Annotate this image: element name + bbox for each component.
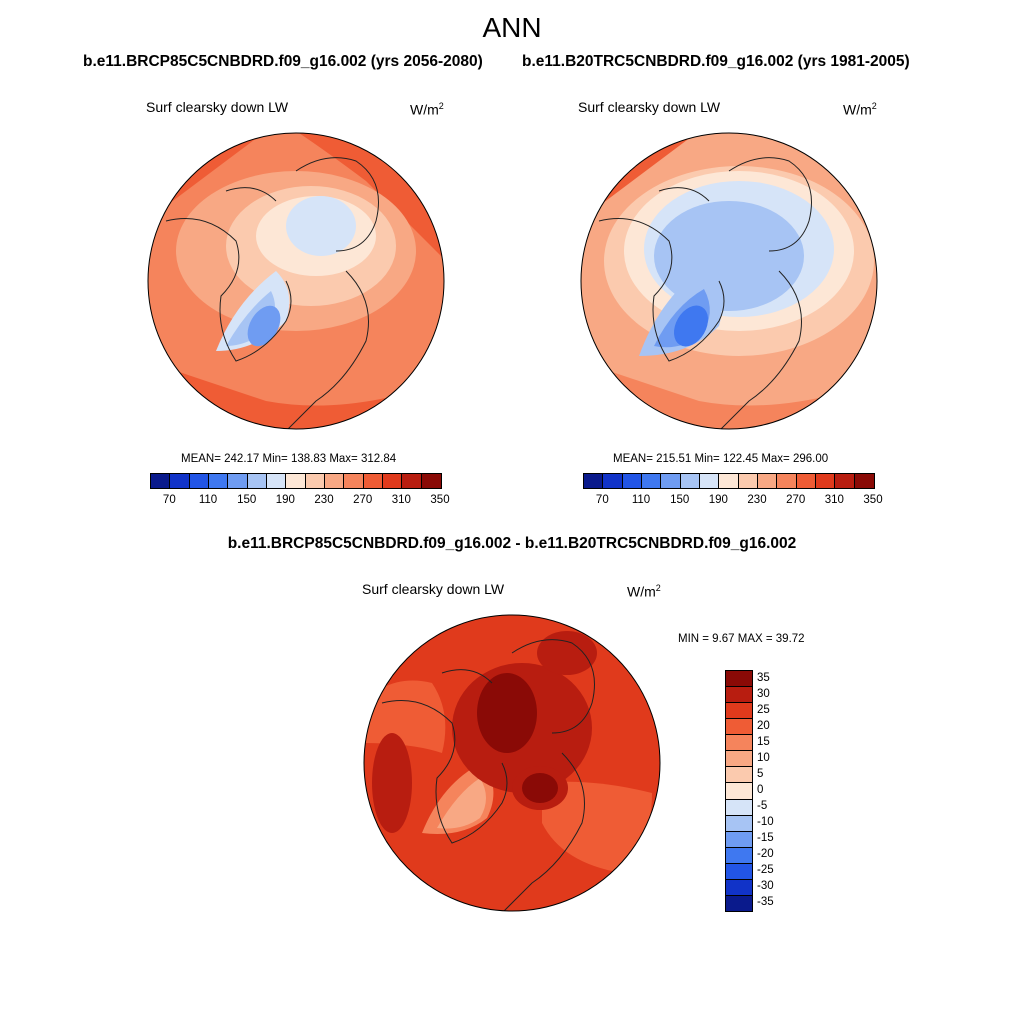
colorbar-tick-label: 270 (353, 494, 373, 506)
diff-panel-title: b.e11.BRCP85C5CNBDRD.f09_g16.002 - b.e11… (227, 535, 797, 552)
colorbar-tick-label: 5 (757, 768, 764, 780)
colorbar-swatch (622, 474, 642, 488)
colorbar-tick-label: 190 (275, 494, 295, 506)
colorbar-swatch (641, 474, 662, 488)
colorbar-swatch (726, 703, 752, 720)
colorbar-tick-label: -20 (757, 848, 774, 860)
colorbar-swatch (726, 831, 752, 848)
panel-a-variable-label: Surf clearsky down LW (146, 99, 289, 115)
colorbar-swatch (151, 474, 171, 488)
panel-b-colorbar (583, 473, 875, 489)
colorbar-swatch (726, 751, 752, 768)
diff-stats: MIN = 9.67 MAX = 39.72 (678, 633, 805, 645)
colorbar-swatch (699, 474, 720, 488)
panel-a-case-title: b.e11.BRCP85C5CNBDRD.f09_g16.002 (yrs 20… (83, 53, 483, 70)
diff-variable-label: Surf clearsky down LW (362, 581, 505, 597)
colorbar-swatch (189, 474, 209, 488)
panel-b-case-title: b.e11.B20TRC5CNBDRD.f09_g16.002 (yrs 198… (522, 53, 910, 70)
colorbar-swatch (726, 895, 752, 911)
colorbar-tick-label: 230 (314, 494, 334, 506)
colorbar-swatch (305, 474, 325, 488)
panel-b-polar-map (580, 132, 878, 430)
colorbar-tick-label: 350 (863, 494, 883, 506)
colorbar-swatch (363, 474, 383, 488)
panel-a-polar-map (147, 132, 445, 430)
colorbar-swatch (726, 863, 752, 880)
colorbar-swatch (228, 474, 248, 488)
colorbar-swatch (402, 474, 422, 488)
diff-polar-map (363, 614, 661, 912)
diff-colorbar (725, 670, 753, 912)
colorbar-tick-label: 35 (757, 672, 770, 684)
colorbar-tick-label: -5 (757, 800, 768, 812)
colorbar-tick-label: 10 (757, 752, 770, 764)
colorbar-tick-label: 350 (430, 494, 450, 506)
colorbar-tick-label: 150 (237, 494, 257, 506)
colorbar-tick-label: 310 (824, 494, 844, 506)
colorbar-tick-label: 30 (757, 688, 770, 700)
colorbar-tick-label: -15 (757, 832, 774, 844)
colorbar-swatch (324, 474, 345, 488)
colorbar-swatch (266, 474, 287, 488)
colorbar-swatch (854, 474, 874, 488)
colorbar-swatch (286, 474, 306, 488)
colorbar-swatch (208, 474, 229, 488)
colorbar-swatch (382, 474, 403, 488)
colorbar-swatch (584, 474, 604, 488)
colorbar-swatch (719, 474, 739, 488)
colorbar-swatch (726, 719, 752, 736)
colorbar-tick-label: -25 (757, 864, 774, 876)
colorbar-tick-label: 110 (198, 494, 218, 506)
colorbar-swatch (796, 474, 816, 488)
colorbar-swatch (757, 474, 778, 488)
colorbar-tick-label: -10 (757, 816, 774, 828)
colorbar-swatch (726, 767, 752, 784)
colorbar-swatch (815, 474, 836, 488)
colorbar-tick-label: 270 (786, 494, 806, 506)
colorbar-swatch (726, 879, 752, 896)
colorbar-tick-label: -30 (757, 880, 774, 892)
colorbar-tick-label: 310 (391, 494, 411, 506)
colorbar-swatch (726, 815, 752, 832)
main-title: ANN (482, 12, 542, 43)
panel-b-variable-label: Surf clearsky down LW (578, 99, 721, 115)
colorbar-tick-label: 150 (670, 494, 690, 506)
colorbar-swatch (170, 474, 190, 488)
colorbar-swatch (726, 735, 752, 752)
colorbar-swatch (661, 474, 681, 488)
colorbar-tick-label: 70 (595, 494, 609, 506)
panel-a-stats: MEAN= 242.17 Min= 138.83 Max= 312.84 (181, 453, 397, 465)
panel-b-stats: MEAN= 215.51 Min= 122.45 Max= 296.00 (613, 453, 829, 465)
colorbar-swatch (603, 474, 623, 488)
colorbar-swatch (247, 474, 267, 488)
colorbar-tick-label: -35 (757, 896, 774, 908)
colorbar-swatch (726, 799, 752, 816)
colorbar-tick-label: 20 (757, 720, 770, 732)
colorbar-tick-label: 230 (747, 494, 767, 506)
colorbar-tick-label: 110 (631, 494, 651, 506)
colorbar-tick-label: 15 (757, 736, 770, 748)
colorbar-swatch (344, 474, 364, 488)
colorbar-swatch (738, 474, 758, 488)
diff-units-label: W/m2 (627, 583, 661, 600)
colorbar-swatch (726, 687, 752, 704)
colorbar-tick-label: 70 (162, 494, 176, 506)
colorbar-swatch (680, 474, 700, 488)
colorbar-swatch (835, 474, 855, 488)
colorbar-tick-label: 0 (757, 784, 764, 796)
colorbar-tick-label: 25 (757, 704, 770, 716)
colorbar-swatch (726, 783, 752, 800)
colorbar-swatch (777, 474, 797, 488)
panel-b-units-label: W/m2 (843, 101, 877, 118)
colorbar-swatch (726, 847, 752, 864)
colorbar-swatch (726, 671, 752, 688)
colorbar-swatch (421, 474, 441, 488)
panel-a-colorbar (150, 473, 442, 489)
panel-a-units-label: W/m2 (410, 101, 444, 118)
colorbar-tick-label: 190 (708, 494, 728, 506)
